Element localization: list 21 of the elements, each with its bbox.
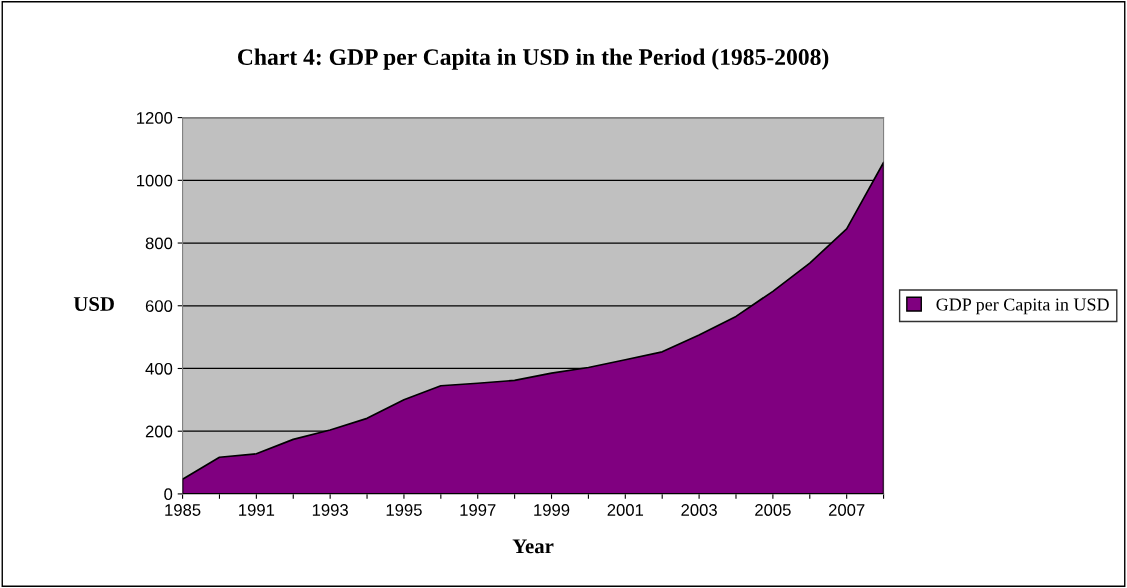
legend-label: GDP per Capita in USD <box>936 298 1109 315</box>
x-tick-label: 1991 <box>239 504 275 516</box>
y-tick-label: 1200 <box>137 112 173 124</box>
x-tick-label: 1999 <box>534 504 570 516</box>
x-tick-label: 2005 <box>755 504 791 516</box>
x-tick-label: 1993 <box>312 504 348 516</box>
y-tick-label: 0 <box>164 488 173 501</box>
chart-title: Chart 4: GDP per Capita in USD in the Period (1985-2008) <box>238 48 829 70</box>
x-tick-label: 1985 <box>165 504 201 516</box>
y-tick-label: 800 <box>145 237 173 250</box>
x-tick-label: 1995 <box>386 504 422 516</box>
x-tick-label: 2003 <box>681 504 717 516</box>
y-axis-title: USD <box>73 296 114 311</box>
x-tick-label: 2001 <box>607 504 644 516</box>
x-axis-title: Year <box>512 539 554 554</box>
x-tick-label: 2007 <box>828 504 865 516</box>
y-tick-label: 600 <box>145 300 173 312</box>
x-tick-label: 1997 <box>460 504 496 516</box>
y-tick-label: 200 <box>145 425 173 438</box>
y-tick-label: 400 <box>145 362 173 375</box>
y-tick-label: 1000 <box>137 174 173 187</box>
